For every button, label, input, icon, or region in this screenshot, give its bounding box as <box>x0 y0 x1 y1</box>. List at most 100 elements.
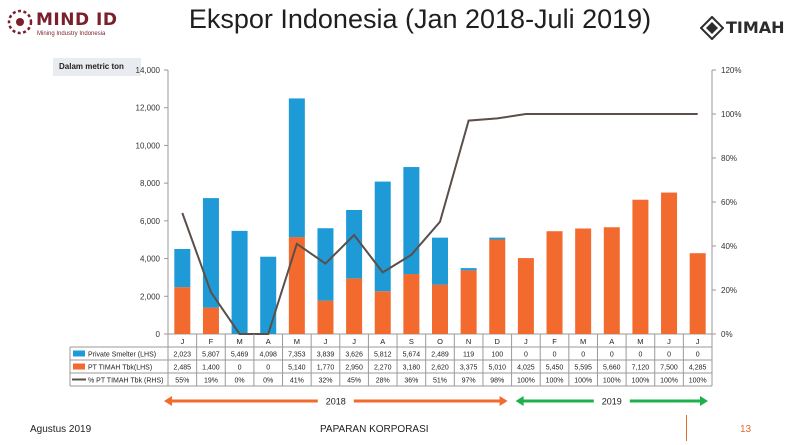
data-label: 5,812 <box>374 352 392 359</box>
year-arrow-head-left <box>164 396 172 406</box>
footer-divider <box>686 415 687 441</box>
timah-logo: TIMAH <box>700 14 796 44</box>
y-left-tick-label: 8,000 <box>140 179 161 188</box>
data-label: 4,098 <box>259 352 277 359</box>
data-label: 3,839 <box>317 352 335 359</box>
y-left-tick-label: 4,000 <box>140 255 161 264</box>
data-label: 7,353 <box>288 352 306 359</box>
category-label: J <box>352 337 356 346</box>
data-label: 36% <box>404 378 418 385</box>
y-right-tick-label: 20% <box>721 286 737 295</box>
data-label: 2,950 <box>345 365 363 372</box>
data-label: 0 <box>638 352 642 359</box>
y-left-tick-label: 0 <box>156 330 161 339</box>
data-label: 1,770 <box>317 365 335 372</box>
data-label: 1,400 <box>202 365 220 372</box>
data-label: 7,500 <box>660 365 678 372</box>
data-label: 2,620 <box>431 365 449 372</box>
footer-title: PAPARAN KORPORASI <box>320 424 429 435</box>
page-title: Ekspor Indonesia (Jan 2018-Juli 2019) <box>188 4 652 34</box>
category-label: J <box>696 337 700 346</box>
bar-private-smelter <box>489 237 506 240</box>
data-label: 100% <box>546 378 564 385</box>
mind-id-logo: MIND ID Mining Industry Indonesia <box>6 6 146 46</box>
year-arrow-head-right <box>499 396 508 406</box>
data-label: 7,120 <box>632 365 650 372</box>
data-label: 55% <box>175 378 189 385</box>
bar-private-smelter <box>174 248 191 288</box>
category-label: J <box>524 337 528 346</box>
data-label: 32% <box>318 378 332 385</box>
bar-timah <box>403 274 420 334</box>
bar-timah <box>689 253 706 334</box>
category-label: O <box>437 337 443 346</box>
bar-timah <box>317 300 334 334</box>
bar-timah <box>517 258 534 334</box>
data-label: 5,660 <box>603 365 621 372</box>
y-left-tick-label: 12,000 <box>136 104 161 113</box>
data-label: 3,626 <box>345 352 363 359</box>
data-label: 100 <box>491 352 503 359</box>
data-label: 0 <box>610 352 614 359</box>
year-arrow-head-right <box>700 396 708 406</box>
category-label: N <box>466 337 471 346</box>
bar-timah <box>632 199 649 334</box>
bar-timah <box>661 192 678 334</box>
category-label: A <box>380 337 385 346</box>
year-arrow-head-left <box>515 396 524 406</box>
data-label: 3,375 <box>460 365 478 372</box>
legend-swatch <box>73 350 85 357</box>
data-label: 5,010 <box>488 365 506 372</box>
legend-label: Private Smelter (LHS) <box>88 352 156 359</box>
data-label: 100% <box>517 378 535 385</box>
data-label: 5,140 <box>288 365 306 372</box>
year-label: 2018 <box>326 397 346 407</box>
data-label: 5,807 <box>202 352 220 359</box>
data-label: 100% <box>603 378 621 385</box>
data-label: 100% <box>689 378 707 385</box>
data-label: 4,285 <box>689 365 707 372</box>
footer-date: Agustus 2019 <box>30 424 92 435</box>
category-label: S <box>409 337 414 346</box>
category-label: D <box>495 337 501 346</box>
bar-timah <box>460 270 477 334</box>
category-label: M <box>637 337 643 346</box>
data-label: 2,485 <box>174 365 192 372</box>
line-pct-timah <box>181 113 698 335</box>
y-left-tick-label: 10,000 <box>136 141 161 150</box>
bar-private-smelter <box>374 181 391 292</box>
category-label: M <box>236 337 242 346</box>
unit-label: Dalam metric ton <box>53 58 141 76</box>
bar-private-smelter <box>231 230 248 334</box>
bar-timah <box>174 287 191 334</box>
data-label: 0 <box>238 365 242 372</box>
category-label: F <box>209 337 214 346</box>
year-label: 2019 <box>602 397 622 407</box>
bar-timah <box>575 228 592 334</box>
y-right-tick-label: 100% <box>721 110 741 119</box>
data-label: 2,023 <box>174 352 192 359</box>
mind-id-tagline: Mining Industry Indonesia <box>37 31 106 37</box>
y-left-tick-label: 6,000 <box>140 217 161 226</box>
data-label: 0 <box>696 352 700 359</box>
data-label: 0 <box>553 352 557 359</box>
y-left-tick-label: 14,000 <box>136 66 161 75</box>
bar-timah <box>346 278 363 334</box>
data-label: 0 <box>667 352 671 359</box>
bar-private-smelter <box>288 98 305 238</box>
data-label: 28% <box>376 378 390 385</box>
data-label: 100% <box>660 378 678 385</box>
data-label: 0 <box>581 352 585 359</box>
category-label: A <box>609 337 614 346</box>
data-label: 2,489 <box>431 352 449 359</box>
data-label: 0 <box>266 365 270 372</box>
data-label: 100% <box>574 378 592 385</box>
bar-private-smelter <box>346 209 363 279</box>
data-label: 0% <box>235 378 245 385</box>
data-label: 97% <box>462 378 476 385</box>
bar-timah <box>432 284 448 334</box>
mind-id-brand: MIND ID <box>36 10 118 30</box>
data-label: 0% <box>263 378 273 385</box>
page-number: 13 <box>740 424 752 435</box>
